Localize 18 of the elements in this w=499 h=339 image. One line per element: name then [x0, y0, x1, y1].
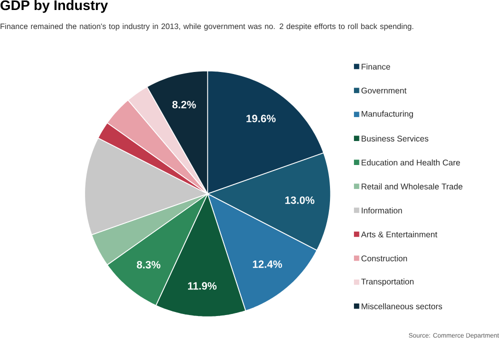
legend-label: Retail and Wholesale Trade [362, 183, 462, 190]
legend-label: Transportation [361, 278, 414, 286]
legend-label: Arts & Entertainment [361, 231, 438, 238]
legend-label: Construction [361, 255, 407, 262]
legend-label: Miscellaneous sectors [362, 303, 442, 310]
data-label: 19.6% [246, 114, 276, 122]
legend-label: Education and Health Care [362, 159, 460, 166]
data-label: 11.9% [188, 282, 217, 290]
legend-label: Government [361, 88, 406, 94]
data-label: 12.4% [252, 260, 282, 268]
data-label: 8.3% [136, 261, 160, 269]
legend-label: Business Services [362, 136, 428, 142]
data-label: 13.0% [285, 196, 314, 204]
data-label: 8.2% [172, 100, 196, 108]
chart-title: GDP by Industry [0, 0, 108, 13]
legend-label: Manufacturing [362, 110, 413, 118]
legend-label: Information [362, 207, 402, 214]
legend-label: Finance [362, 64, 390, 70]
